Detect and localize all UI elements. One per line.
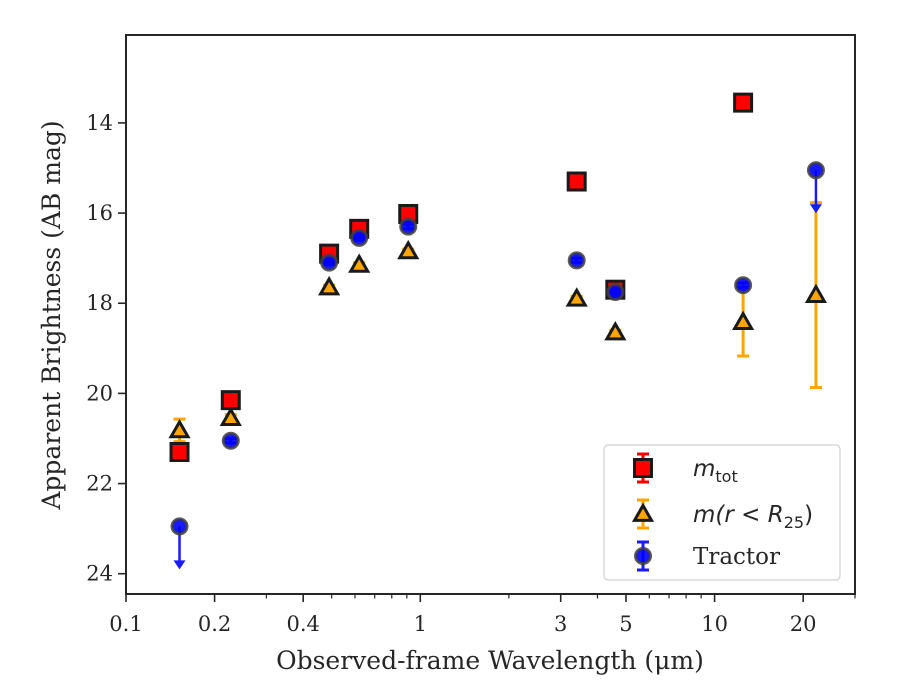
data-point	[348, 253, 371, 273]
data-point	[220, 390, 241, 411]
legend-label-subscript: tot	[715, 467, 737, 486]
legend-label: Tractor	[693, 544, 780, 570]
series-2	[170, 161, 825, 570]
y-axis-label: Apparent Brightness (AB mag)	[37, 120, 66, 510]
x-tick-label: 1	[414, 612, 427, 636]
legend-label-subscript: 25	[784, 513, 804, 532]
x-tick-label: 0.4	[286, 612, 319, 636]
upper-limit-arrowhead	[173, 560, 186, 570]
upper-limit-arrowhead	[809, 204, 822, 214]
legend: mtot m(r < R25) Tractor	[603, 444, 841, 581]
legend-marker	[633, 458, 653, 478]
y-tick-label: 24	[86, 562, 113, 586]
data-point	[399, 217, 418, 236]
series-1	[168, 201, 828, 444]
y-tick-label: 20	[86, 381, 113, 405]
legend-label-main: Tractor	[693, 544, 780, 570]
data-point	[734, 276, 753, 295]
y-tick-label: 16	[86, 201, 113, 225]
data-point	[566, 171, 587, 192]
y-tick-label: 14	[86, 111, 113, 135]
data-point	[606, 282, 625, 301]
legend-label-main: m(r < R	[693, 502, 784, 528]
y-tick-label: 22	[86, 472, 113, 496]
legend-label-suffix: )	[804, 502, 813, 528]
y-axis: 14 16 18 20 22 24	[86, 111, 126, 586]
legend-label-main: m	[693, 456, 715, 482]
legend-marker	[631, 502, 655, 522]
x-tick-label: 5	[619, 612, 632, 636]
x-tick-label: 20	[790, 612, 817, 636]
y-tick-label: 18	[86, 291, 113, 315]
series-0	[169, 92, 754, 462]
x-tick-label: 10	[701, 612, 728, 636]
data-point	[169, 441, 190, 462]
data-point	[604, 321, 627, 341]
x-axis-label: Observed-frame Wavelength (μm)	[276, 646, 704, 675]
data-point	[733, 92, 754, 113]
x-tick-label: 3	[554, 612, 567, 636]
data-point	[221, 431, 240, 450]
plot-frame	[125, 34, 856, 595]
data-point	[806, 161, 825, 180]
data-point	[170, 517, 189, 536]
data-point	[350, 228, 369, 247]
data-point	[168, 418, 191, 439]
legend-box	[603, 444, 841, 581]
data-point	[318, 275, 341, 296]
data-point	[567, 251, 586, 270]
x-axis: 0.1 0.2 0.4 1 3 5 10 20	[109, 594, 856, 636]
legend-marker	[634, 547, 652, 565]
data-point	[804, 283, 828, 303]
legend-label: mtot	[693, 456, 738, 486]
data-point	[219, 406, 242, 427]
data-point	[320, 253, 339, 272]
legend-label: m(r < R25)	[693, 502, 813, 532]
x-tick-label: 0.1	[109, 612, 142, 636]
data-point	[397, 239, 420, 260]
data-point	[565, 287, 588, 307]
plot-content	[168, 92, 828, 570]
data-point	[732, 310, 755, 331]
x-tick-label: 0.2	[198, 612, 231, 636]
